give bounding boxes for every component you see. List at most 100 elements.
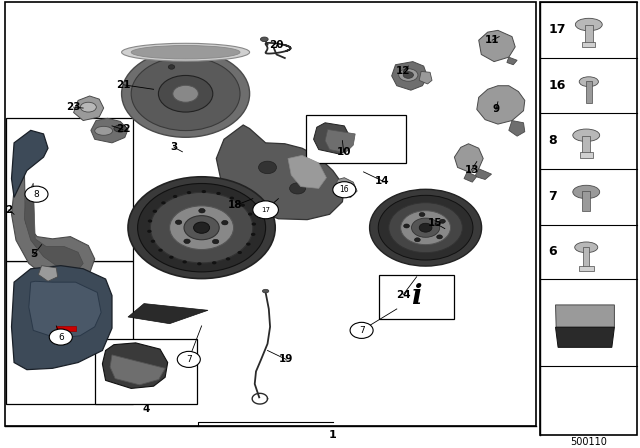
Text: i: i [412, 284, 422, 310]
Ellipse shape [193, 222, 210, 233]
Bar [56, 326, 76, 331]
Polygon shape [110, 355, 165, 385]
Bar [583, 247, 589, 267]
Text: 13: 13 [465, 165, 479, 175]
Ellipse shape [187, 191, 191, 194]
Circle shape [253, 201, 278, 219]
Polygon shape [419, 71, 432, 84]
Polygon shape [24, 183, 83, 271]
Text: 11: 11 [485, 35, 499, 45]
Polygon shape [12, 266, 112, 370]
Ellipse shape [230, 197, 234, 200]
Ellipse shape [131, 57, 240, 130]
Ellipse shape [436, 235, 442, 239]
Polygon shape [91, 118, 128, 143]
Text: 8: 8 [548, 134, 557, 147]
Polygon shape [507, 57, 517, 65]
Text: 9: 9 [492, 104, 500, 114]
Text: 17: 17 [261, 207, 270, 213]
Bar [580, 152, 593, 158]
Polygon shape [509, 121, 525, 136]
Ellipse shape [158, 249, 163, 252]
Text: 21: 21 [116, 80, 131, 90]
Text: 500110: 500110 [570, 437, 607, 447]
Polygon shape [556, 327, 614, 347]
Bar [95, 339, 197, 404]
Circle shape [49, 329, 72, 345]
Ellipse shape [401, 211, 451, 245]
Ellipse shape [197, 262, 202, 265]
Ellipse shape [290, 183, 306, 194]
Ellipse shape [212, 261, 216, 264]
Polygon shape [477, 86, 525, 124]
Bar [579, 266, 594, 271]
Ellipse shape [122, 50, 250, 137]
Ellipse shape [131, 46, 240, 59]
Ellipse shape [199, 208, 205, 213]
Circle shape [177, 351, 200, 367]
Text: 12: 12 [396, 66, 410, 77]
Ellipse shape [370, 190, 482, 266]
Bar [5, 2, 536, 426]
Ellipse shape [415, 238, 420, 242]
Text: 3: 3 [170, 142, 178, 152]
Ellipse shape [122, 43, 250, 61]
Ellipse shape [579, 77, 598, 86]
Ellipse shape [152, 210, 157, 213]
Ellipse shape [575, 18, 602, 31]
Text: 10: 10 [337, 147, 351, 157]
Bar [379, 275, 454, 319]
Ellipse shape [399, 69, 418, 81]
Bar [306, 115, 406, 163]
Polygon shape [128, 304, 208, 323]
Ellipse shape [262, 289, 269, 293]
Text: 8: 8 [34, 190, 39, 199]
Bar [540, 2, 637, 435]
Text: 7: 7 [359, 326, 364, 335]
Polygon shape [29, 281, 101, 338]
Circle shape [333, 182, 356, 198]
Polygon shape [12, 130, 48, 197]
Ellipse shape [573, 185, 600, 198]
Ellipse shape [169, 256, 173, 259]
Ellipse shape [389, 202, 463, 253]
Ellipse shape [114, 125, 127, 132]
Polygon shape [38, 266, 58, 281]
Ellipse shape [248, 212, 252, 215]
Ellipse shape [175, 220, 182, 224]
Polygon shape [216, 125, 344, 220]
Ellipse shape [170, 206, 234, 250]
Text: 17: 17 [548, 23, 566, 36]
Polygon shape [314, 123, 351, 154]
Ellipse shape [81, 102, 97, 112]
Bar [585, 26, 593, 43]
Ellipse shape [251, 233, 255, 236]
Bar [582, 136, 590, 154]
Bar [582, 191, 590, 211]
Text: 23: 23 [67, 102, 81, 112]
Ellipse shape [158, 75, 212, 112]
Text: 19: 19 [279, 354, 293, 364]
Ellipse shape [184, 215, 219, 240]
Text: 20: 20 [269, 39, 284, 50]
Ellipse shape [573, 129, 600, 142]
Circle shape [350, 323, 373, 338]
Ellipse shape [221, 220, 228, 225]
Text: 5: 5 [30, 250, 38, 259]
Text: 1: 1 [329, 430, 337, 440]
Ellipse shape [161, 201, 166, 204]
Ellipse shape [184, 239, 190, 244]
Ellipse shape [404, 224, 410, 228]
Ellipse shape [182, 260, 187, 263]
Text: 16: 16 [548, 79, 566, 92]
Ellipse shape [147, 230, 152, 233]
Ellipse shape [151, 240, 156, 243]
Ellipse shape [202, 190, 206, 193]
Ellipse shape [259, 161, 276, 174]
Polygon shape [479, 30, 515, 62]
Ellipse shape [246, 242, 251, 246]
Polygon shape [556, 305, 614, 327]
Text: 18: 18 [228, 200, 243, 211]
Text: 4: 4 [142, 404, 150, 414]
Text: 6: 6 [548, 246, 557, 258]
